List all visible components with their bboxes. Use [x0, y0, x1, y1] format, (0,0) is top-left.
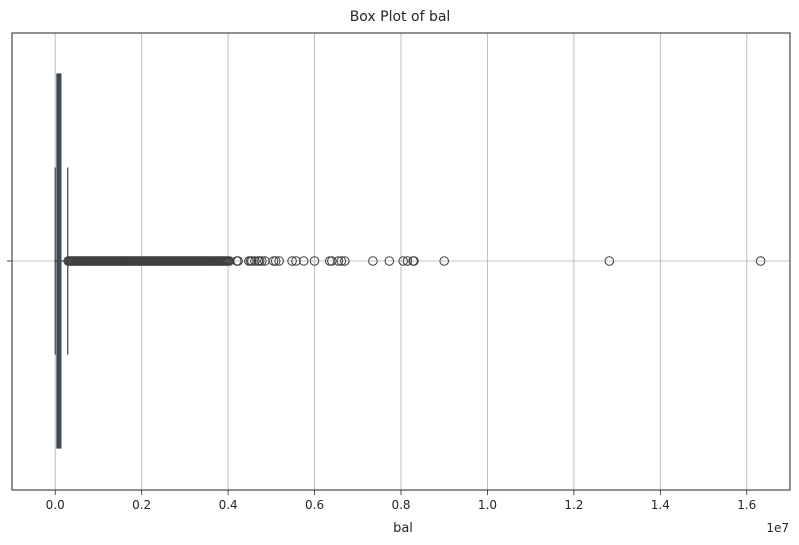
outlier-point: [336, 256, 347, 266]
outlier-point: [333, 256, 344, 266]
outlier-point: [257, 256, 267, 266]
x-axis-scale-label: 1e7: [766, 521, 789, 535]
outlier-point: [254, 256, 265, 266]
grid-layer: [12, 33, 790, 490]
outlier-point: [409, 256, 419, 266]
x-tick-label: 1.6: [737, 498, 756, 512]
outlier-point: [287, 256, 297, 266]
outlier-point: [368, 256, 378, 266]
outlier-point: [340, 256, 350, 266]
outlier-point: [439, 256, 450, 266]
outlier-point: [268, 256, 279, 266]
outlier-layer: [63, 256, 766, 266]
outlier-point: [384, 256, 395, 266]
outlier-point: [274, 256, 284, 266]
x-tick-label: 0.2: [132, 498, 151, 512]
x-tick-label: 1.0: [478, 498, 497, 512]
outlier-point: [233, 256, 243, 266]
outlier-point: [604, 256, 615, 266]
x-tick-label: 0.4: [219, 498, 238, 512]
outlier-point: [309, 256, 320, 266]
x-tick-label: 0.6: [305, 498, 324, 512]
x-tick-label: 0.8: [391, 498, 410, 512]
x-axis-label: bal: [393, 521, 413, 536]
outlier-point: [755, 256, 766, 266]
outlier-point: [247, 256, 257, 266]
chart-title: Box Plot of bal: [350, 9, 451, 25]
outlier-point: [327, 256, 337, 266]
outlier-point: [291, 256, 301, 266]
tick-layer: 0.0 0.2 0.4 0.6 0.8 1.0 1.2 1.4 1.6: [7, 260, 756, 512]
outlier-point: [298, 256, 309, 266]
outlier-point: [398, 256, 408, 266]
x-tick-label: 1.4: [651, 498, 670, 512]
x-tick-label: 1.2: [564, 498, 583, 512]
x-tick-label: 0.0: [46, 498, 65, 512]
outlier-point: [402, 256, 413, 266]
outlier-point: [270, 256, 281, 266]
outlier-point: [250, 256, 260, 266]
